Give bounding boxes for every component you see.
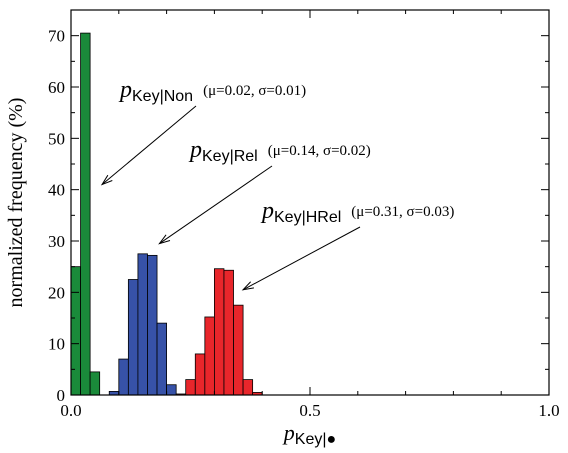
annotation-arrow-line — [101, 105, 197, 185]
annotation-key-rel-params: (μ=0.14, σ=0.02) — [268, 143, 371, 159]
annotation-key-hrel-params: (μ=0.31, σ=0.03) — [351, 204, 454, 220]
x-tick-label: 1.0 — [538, 401, 559, 420]
annotation-key-rel-subscript: Key|Rel — [202, 148, 258, 165]
annotation-arrow-head — [241, 281, 255, 291]
axis-ticks: 0 10 20 30 40 50 60 70 0.0 0.5 1.0 — [48, 10, 560, 420]
annotation-key-hrel-symbol: p — [260, 198, 274, 224]
y-tick-label: 60 — [48, 78, 65, 97]
y-tick-label: 50 — [48, 129, 65, 148]
annotation-arrow-head — [100, 174, 113, 186]
histogram-bars — [70, 32, 263, 396]
y-tick-label: 0 — [57, 386, 66, 405]
annotation-key-hrel: pKey|HRel (μ=0.31, σ=0.03) — [260, 198, 454, 226]
annotation-arrow-line — [242, 226, 361, 291]
annotation-key-non-symbol: p — [118, 77, 132, 103]
y-tick-label: 70 — [48, 27, 65, 46]
x-axis-label-symbol: p — [282, 420, 295, 445]
annotation-key-hrel-subscript: Key|HRel — [274, 209, 341, 226]
annotation-key-non: pKey|Non (μ=0.02, σ=0.01) — [118, 77, 306, 105]
histogram-bar-pkeyhrel-3 — [204, 316, 215, 396]
histogram-bar-pkeyhrel-5 — [223, 269, 234, 396]
histogram-bar-pkeyrel-4 — [147, 254, 158, 396]
histogram-bar-pkeyhrel-6 — [233, 304, 244, 396]
histogram-bar-pkeynon-2 — [89, 371, 101, 396]
annotation-key-rel-symbol: p — [188, 137, 202, 163]
annotation-key-rel: pKey|Rel (μ=0.14, σ=0.02) — [188, 137, 371, 165]
histogram-bar-pkeyhrel-2 — [194, 353, 206, 396]
x-tick-label: 0.0 — [60, 401, 81, 420]
annotation-key-non-params: (μ=0.02, σ=0.01) — [203, 83, 306, 99]
y-axis-label: normalized frequency (%) — [5, 98, 27, 308]
y-tick-label: 10 — [48, 335, 65, 354]
annotation-arrow-head — [158, 234, 171, 245]
histogram-bar-pkeynon-0 — [70, 266, 81, 396]
x-axis-label-subscript: Key|● — [295, 431, 336, 448]
histogram-bar-pkeyhrel-4 — [213, 268, 225, 396]
histogram-bar-pkeyrel-3 — [137, 253, 148, 396]
histogram-bar-pkeyrel-1 — [118, 358, 129, 396]
x-tick-label: 0.5 — [299, 401, 320, 420]
annotation-key-non-subscript: Key|Non — [132, 88, 193, 105]
histogram-bar-pkeyrel-5 — [156, 322, 167, 396]
y-tick-label: 20 — [48, 283, 65, 302]
y-tick-label: 40 — [48, 181, 65, 200]
x-axis-label: pKey|● — [282, 420, 336, 448]
histogram-bar-pkeyrel-2 — [127, 279, 139, 396]
histogram-bar-pkeyhrel-7 — [242, 379, 254, 396]
histogram-bar-pkeyrel-6 — [166, 384, 177, 396]
annotation-arrow-line — [159, 165, 273, 244]
annotation-arrows — [100, 105, 361, 291]
y-tick-label: 30 — [48, 232, 65, 251]
histogram-bar-pkeynon-1 — [80, 32, 91, 396]
histogram-bar-pkeyhrel-1 — [185, 379, 196, 396]
